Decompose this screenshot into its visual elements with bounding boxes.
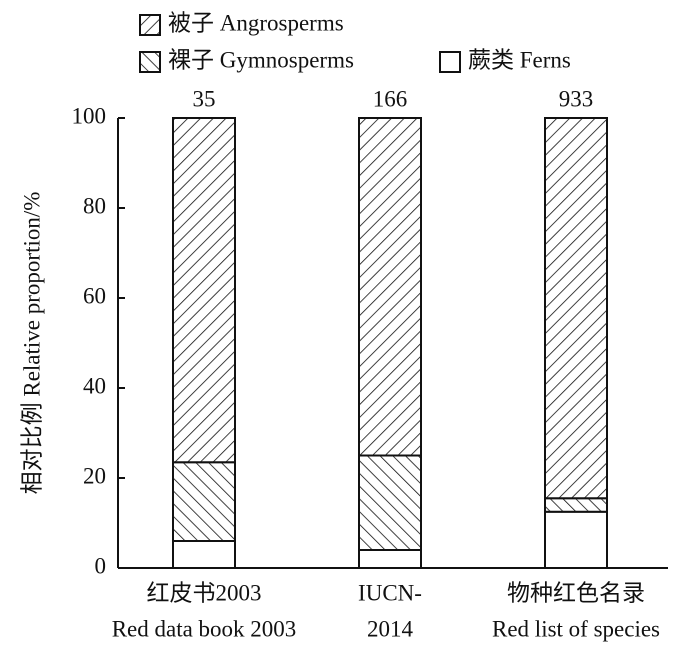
- y-tick-label: 40: [83, 373, 106, 398]
- y-tick-label: 80: [83, 193, 106, 218]
- bar-segment: [544, 497, 608, 513]
- legend-swatch: [439, 51, 461, 73]
- x-tick-label: 2014: [367, 616, 414, 641]
- y-tick-label: 100: [72, 103, 107, 128]
- bar-total: 35: [193, 86, 216, 111]
- legend-swatch: [139, 14, 161, 36]
- legend-swatch: [139, 51, 161, 73]
- bar-total: 166: [373, 86, 408, 111]
- bar-segment: [172, 461, 236, 542]
- bar-segment: [544, 510, 608, 569]
- bar-segment: [358, 549, 422, 569]
- x-tick-label: Red list of species: [492, 616, 660, 641]
- bar-segment: [358, 117, 422, 457]
- y-tick-label: 0: [95, 553, 107, 578]
- y-tick-label: 20: [83, 463, 106, 488]
- legend-label: 蕨类 Ferns: [468, 47, 571, 72]
- bar-segment: [358, 454, 422, 551]
- bar-segment: [172, 540, 236, 569]
- y-tick-label: 60: [83, 283, 106, 308]
- y-axis-label: 相对比例 Relative proportion/%: [19, 192, 44, 495]
- x-tick-label: Red data book 2003: [112, 616, 297, 641]
- legend-label: 裸子 Gymnosperms: [168, 47, 354, 72]
- legend-label: 被子 Angrosperms: [168, 10, 344, 35]
- x-tick-label: IUCN-: [358, 580, 422, 605]
- bar-total: 933: [559, 86, 594, 111]
- bar-segment: [172, 117, 236, 464]
- x-tick-label: 物种红色名录: [507, 580, 645, 605]
- x-tick-label: 红皮书2003: [147, 580, 262, 605]
- bar-segment: [544, 117, 608, 500]
